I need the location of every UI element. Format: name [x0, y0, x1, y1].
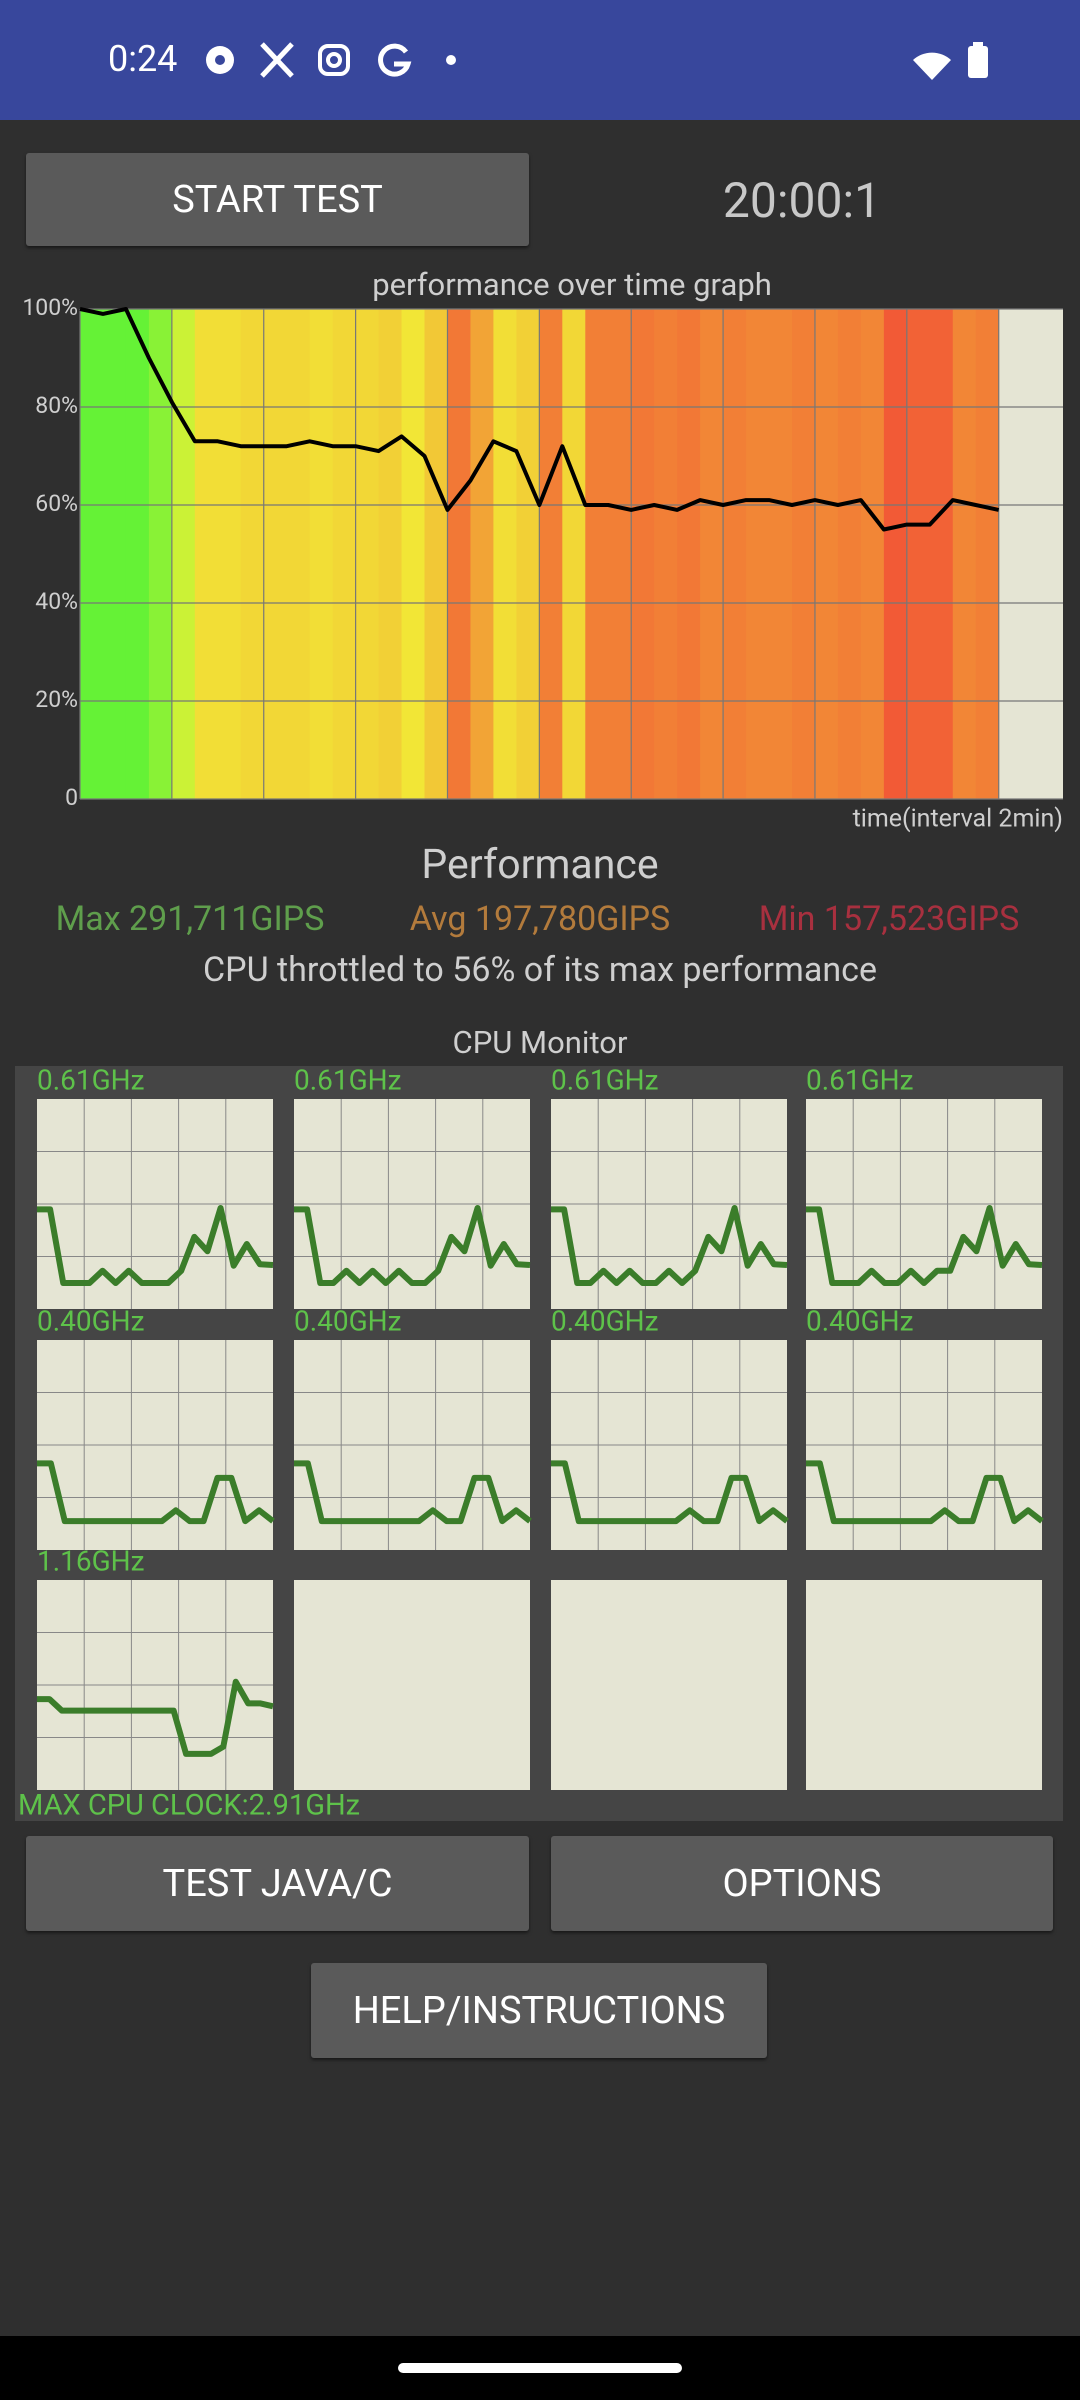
x-axis-label: time(interval 2min) — [853, 805, 1063, 834]
performance-strip — [401, 309, 426, 799]
performance-strip — [470, 309, 494, 799]
core-frequency: 0.40GHz — [294, 1304, 402, 1337]
performance-strip — [286, 309, 311, 799]
max-performance: Max 291,711GIPS — [56, 899, 325, 939]
home-indicator[interactable] — [398, 2363, 682, 2373]
core-frequency: 0.40GHz — [551, 1304, 659, 1337]
performance-line — [79, 307, 1000, 532]
core-frequency-line — [551, 1204, 788, 1287]
core-frequency: 0.61GHz — [806, 1063, 914, 1096]
performance-strip — [814, 309, 839, 799]
performance-strip — [769, 309, 793, 799]
performance-strip — [424, 309, 448, 799]
performance-strip — [80, 309, 104, 799]
performance-strip — [677, 309, 701, 799]
core-chart-background — [551, 1580, 787, 1790]
clock: 0:24 — [108, 38, 178, 80]
y-tick-label: 20% — [35, 686, 78, 713]
performance-strip — [309, 309, 334, 799]
status-icons — [206, 42, 988, 80]
performance-strip — [562, 309, 586, 799]
performance-strip — [585, 309, 609, 799]
navigation-bar — [0, 2336, 1080, 2400]
performance-strip — [791, 309, 816, 799]
status-bar: 0:24 — [0, 0, 1080, 120]
performance-strip — [837, 309, 862, 799]
core-frequency-line — [806, 1460, 1044, 1525]
y-tick-label: 100% — [22, 294, 78, 321]
core-frequency-line — [294, 1204, 531, 1287]
core-frequency-line — [806, 1204, 1043, 1287]
performance-strip — [378, 309, 403, 799]
cpu-monitor: MAX CPU CLOCK:2.91GHz 0.61GHz 0.61GHz 0.61… — [18, 1063, 1044, 1823]
test-java-c-button[interactable]: TEST JAVA/C — [26, 1836, 529, 1931]
core-frequency-line — [37, 1204, 274, 1287]
core-frequency: 0.40GHz — [806, 1304, 914, 1337]
y-tick-label: 0 — [65, 784, 78, 811]
y-tick-label: 80% — [35, 392, 78, 419]
performance-strip — [171, 309, 196, 799]
performance-strip — [860, 309, 885, 799]
performance-strip — [952, 309, 977, 799]
core-frequency-line — [37, 1460, 275, 1525]
min-performance: Min 157,523GIPS — [759, 899, 1020, 939]
performance-strip — [493, 309, 517, 799]
core-frequency-line — [37, 1678, 274, 1757]
performance-strip — [263, 309, 288, 799]
performance-strip — [631, 309, 655, 799]
performance-strip — [654, 309, 678, 799]
performance-strip — [608, 309, 632, 799]
options-button[interactable]: OPTIONS — [551, 1836, 1053, 1931]
graph-title: performance over time graph — [372, 266, 772, 303]
core-frequency: 0.40GHz — [37, 1304, 145, 1337]
performance-strip — [355, 309, 380, 799]
core-frequency-line — [294, 1460, 532, 1525]
performance-strip — [723, 309, 747, 799]
core-frequency: 0.61GHz — [37, 1063, 145, 1096]
throttle-text: CPU throttled to 56% of its max performa… — [203, 950, 877, 990]
performance-strip — [975, 309, 1000, 799]
help-button[interactable]: HELP/INSTRUCTIONS — [311, 1963, 767, 2058]
performance-strip — [929, 309, 954, 799]
performance-strip — [516, 309, 540, 799]
avg-performance: Avg 197,780GIPS — [410, 899, 671, 939]
performance-strip — [539, 309, 563, 799]
core-frequency: 0.61GHz — [551, 1063, 659, 1096]
cpu-monitor-title: CPU Monitor — [453, 1024, 628, 1061]
performance-strip — [125, 309, 150, 799]
core-frequency-line — [551, 1460, 789, 1525]
core-frequency: 0.61GHz — [294, 1063, 402, 1096]
performance-strip — [217, 309, 242, 799]
performance-strip — [332, 309, 357, 799]
performance-strip — [102, 309, 127, 799]
performance-heading: Performance — [421, 841, 658, 889]
performance-strip — [148, 309, 173, 799]
max-cpu-clock: MAX CPU CLOCK:2.91GHz — [18, 1789, 360, 1823]
timer: 20:00:1 — [722, 172, 882, 229]
start-test-button[interactable]: START TEST — [26, 153, 529, 246]
performance-strip — [240, 309, 265, 799]
y-tick-label: 60% — [35, 490, 78, 517]
performance-strip — [746, 309, 770, 799]
core-chart-background — [294, 1580, 530, 1790]
performance-strip — [906, 309, 931, 799]
y-tick-label: 40% — [35, 588, 78, 615]
performance-strip — [700, 309, 724, 799]
performance-strip — [883, 309, 908, 799]
performance-strip — [447, 309, 471, 799]
performance-graph: performance over time graph time(interva… — [22, 266, 1063, 1061]
core-frequency: 1.16GHz — [37, 1544, 145, 1577]
core-chart-background — [806, 1580, 1042, 1790]
performance-strip — [194, 309, 219, 799]
